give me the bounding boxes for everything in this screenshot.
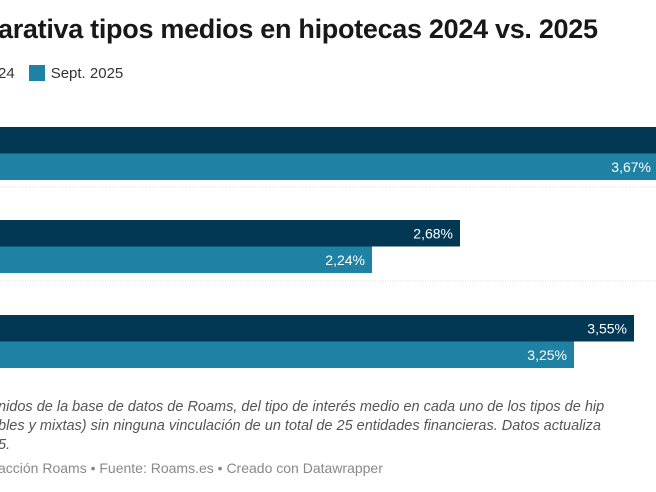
bar-value-label: 2,68% bbox=[413, 225, 453, 241]
bar-series-sept-2025 bbox=[0, 246, 372, 273]
bar-value-label: 2,24% bbox=[325, 252, 365, 268]
notes-line: nidos de la base de datos de Roams, del … bbox=[0, 399, 605, 415]
bar-value-label: 3,67% bbox=[611, 159, 651, 175]
notes-line: bles y mixtas) sin ninguna vinculación d… bbox=[0, 418, 601, 434]
bar-series-2024 bbox=[0, 220, 460, 247]
bar-series-2024 bbox=[0, 127, 656, 154]
legend-item-2024: 24 bbox=[0, 65, 15, 82]
legend-label: 24 bbox=[0, 64, 15, 82]
bar-series-2024 bbox=[0, 315, 634, 342]
bar-series-sept-2025 bbox=[0, 341, 574, 368]
legend-swatch bbox=[28, 65, 45, 81]
source-line: acción Roams • Fuente: Roams.es • Creado… bbox=[0, 460, 383, 476]
bar-chart: 2,68% 3,55% 3,67% 2,24% 3,25% bbox=[0, 127, 656, 368]
chart-title: arativa tipos medios en hipotecas 2024 v… bbox=[0, 14, 598, 44]
bar-value-label: 3,55% bbox=[587, 320, 627, 336]
chart-notes: nidos de la base de datos de Roams, del … bbox=[0, 398, 656, 455]
bar-series-sept-2025 bbox=[0, 153, 656, 180]
notes-line: 5. bbox=[0, 437, 11, 453]
legend-label: Sept. 2025 bbox=[50, 64, 124, 82]
bar-value-label: 3,25% bbox=[527, 347, 567, 363]
legend: 24 Sept. 2025 bbox=[0, 62, 133, 84]
legend-item-sept-2025: Sept. 2025 bbox=[28, 64, 124, 82]
